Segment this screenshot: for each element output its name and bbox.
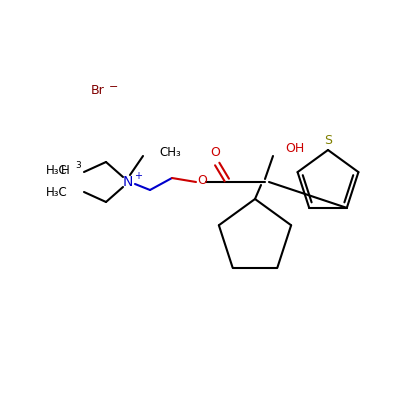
Text: N: N [123,175,133,189]
Text: O: O [210,146,220,160]
Text: OH: OH [285,142,304,156]
Text: O: O [197,174,207,188]
Text: −: − [109,82,118,92]
Text: S: S [324,134,332,148]
Text: +: + [134,171,142,181]
Text: 3: 3 [75,161,81,170]
Text: Br: Br [91,84,105,96]
Text: H₃C: H₃C [46,186,68,200]
Text: H₃C: H₃C [46,164,68,178]
Text: CH₃: CH₃ [159,146,181,158]
Text: H: H [61,164,70,176]
